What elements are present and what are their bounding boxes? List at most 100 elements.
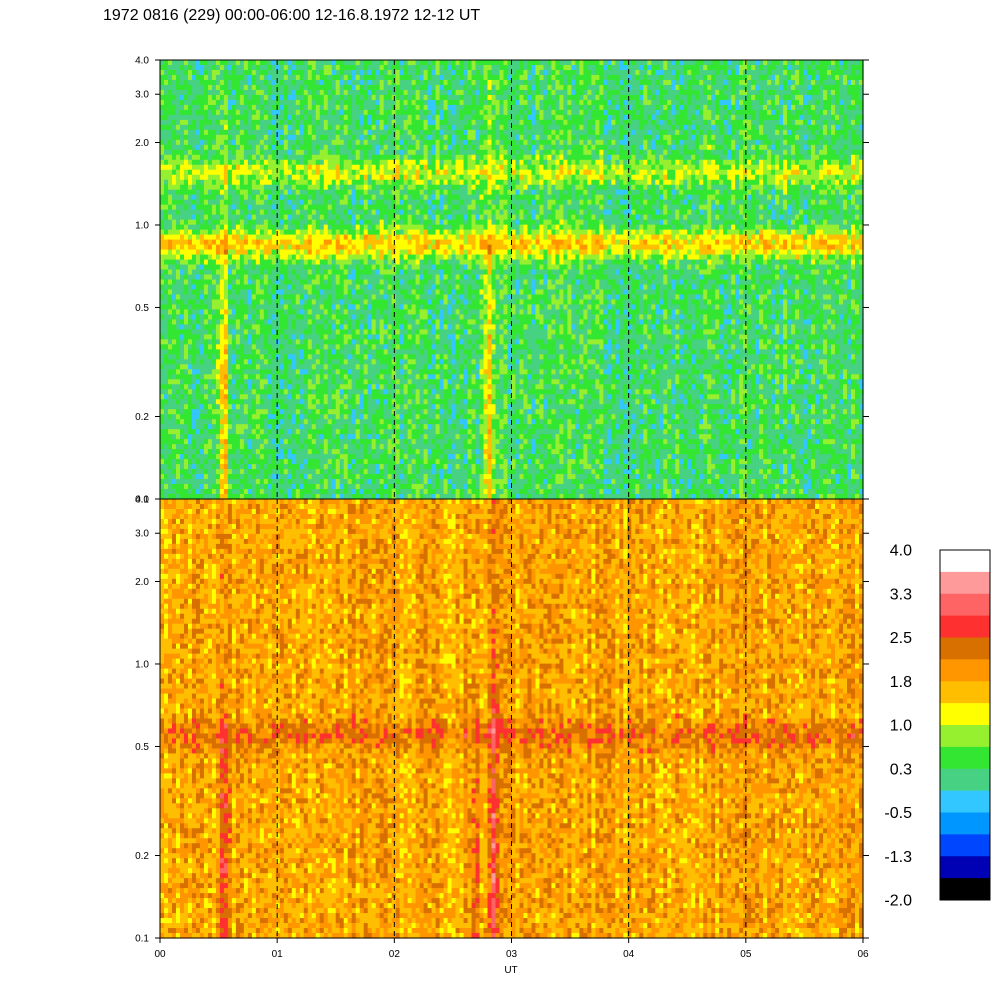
heatmap-cell xyxy=(259,199,265,206)
heatmap-cell xyxy=(327,459,333,465)
heatmap-cell xyxy=(219,214,225,221)
heatmap-cell xyxy=(283,354,289,360)
heatmap-cell xyxy=(160,84,165,91)
heatmap-cell xyxy=(191,244,197,251)
heatmap-cell xyxy=(307,359,313,365)
heatmap-cell xyxy=(339,174,345,181)
heatmap-cell xyxy=(347,464,353,470)
heatmap-cell xyxy=(215,194,221,201)
heatmap-cell xyxy=(287,279,293,286)
heatmap-cell xyxy=(271,349,277,355)
heatmap-cell xyxy=(275,60,281,66)
heatmap-cell xyxy=(187,369,193,375)
heatmap-cell xyxy=(383,159,389,166)
heatmap-cell xyxy=(275,119,281,126)
heatmap-cell xyxy=(235,184,241,191)
heatmap-cell xyxy=(327,249,333,256)
heatmap-cell xyxy=(191,309,197,316)
heatmap-cell xyxy=(167,159,173,166)
heatmap-cell xyxy=(359,64,365,71)
heatmap-cell xyxy=(335,129,341,136)
heatmap-cell xyxy=(299,104,305,111)
heatmap-cell xyxy=(319,234,325,241)
heatmap-cell xyxy=(335,474,341,480)
heatmap-cell xyxy=(351,339,357,345)
heatmap-cell xyxy=(259,389,265,395)
heatmap-cell xyxy=(191,119,197,126)
heatmap-cell xyxy=(283,319,289,325)
heatmap-cell xyxy=(383,369,389,375)
heatmap-cell xyxy=(223,64,229,71)
heatmap-cell xyxy=(371,244,377,251)
heatmap-cell xyxy=(335,394,341,400)
heatmap-cell xyxy=(259,319,265,325)
heatmap-cell xyxy=(251,69,257,76)
heatmap-cell xyxy=(363,329,369,335)
heatmap-cell xyxy=(291,204,297,211)
heatmap-cell xyxy=(191,234,197,241)
heatmap-cell xyxy=(243,304,249,311)
heatmap-cell xyxy=(223,299,229,306)
heatmap-cell xyxy=(279,74,285,81)
heatmap-cell xyxy=(267,119,273,126)
heatmap-cell xyxy=(163,454,169,460)
heatmap-cell xyxy=(255,474,261,480)
heatmap-cell xyxy=(183,184,189,191)
heatmap-cell xyxy=(299,369,305,375)
heatmap-cell xyxy=(323,434,329,440)
heatmap-cell xyxy=(339,244,345,251)
heatmap-cell xyxy=(239,364,245,370)
heatmap-cell xyxy=(319,474,325,480)
heatmap-cell xyxy=(171,344,177,350)
heatmap-cell xyxy=(311,169,317,176)
heatmap-cell xyxy=(371,389,377,395)
heatmap-cell xyxy=(247,174,253,181)
heatmap-cell xyxy=(371,274,377,281)
heatmap-cell xyxy=(339,454,345,460)
heatmap-cell xyxy=(275,434,281,440)
heatmap-cell xyxy=(179,274,185,281)
heatmap-cell xyxy=(179,439,185,445)
heatmap-cell xyxy=(351,439,357,445)
heatmap-cell xyxy=(355,224,361,231)
heatmap-cell xyxy=(331,69,337,76)
heatmap-cell xyxy=(267,159,273,166)
heatmap-cell xyxy=(291,429,297,435)
heatmap-cell xyxy=(359,444,365,450)
heatmap-cell xyxy=(195,379,201,385)
heatmap-cell xyxy=(303,309,309,316)
heatmap-cell xyxy=(379,114,385,121)
heatmap-cell xyxy=(160,229,165,236)
heatmap-cell xyxy=(255,234,261,241)
heatmap-cell xyxy=(199,469,205,475)
heatmap-cell xyxy=(255,224,261,231)
heatmap-cell xyxy=(231,444,237,450)
heatmap-cell xyxy=(223,60,229,66)
heatmap-cell xyxy=(255,284,261,291)
heatmap-cell xyxy=(371,424,377,430)
heatmap-cell xyxy=(183,219,189,226)
heatmap-cell xyxy=(379,74,385,81)
heatmap-cell xyxy=(259,244,265,251)
heatmap-cell xyxy=(255,464,261,470)
heatmap-cell xyxy=(231,289,237,296)
heatmap-cell xyxy=(299,299,305,306)
heatmap-cell xyxy=(287,229,293,236)
heatmap-cell xyxy=(319,259,325,266)
heatmap-cell xyxy=(343,184,349,191)
heatmap-cell xyxy=(343,449,349,455)
heatmap-cell xyxy=(179,209,185,216)
heatmap-cell xyxy=(271,379,277,385)
heatmap-cell xyxy=(211,299,217,306)
heatmap-cell xyxy=(375,444,381,450)
heatmap-cell xyxy=(283,174,289,181)
heatmap-cell xyxy=(279,384,285,390)
heatmap-cell xyxy=(379,289,385,296)
heatmap-cell xyxy=(160,60,165,66)
heatmap-cell xyxy=(299,94,305,101)
heatmap-cell xyxy=(363,434,369,440)
heatmap-cell xyxy=(211,79,217,86)
heatmap-cell xyxy=(231,274,237,281)
heatmap-cell xyxy=(191,489,197,495)
heatmap-cell xyxy=(271,334,277,340)
